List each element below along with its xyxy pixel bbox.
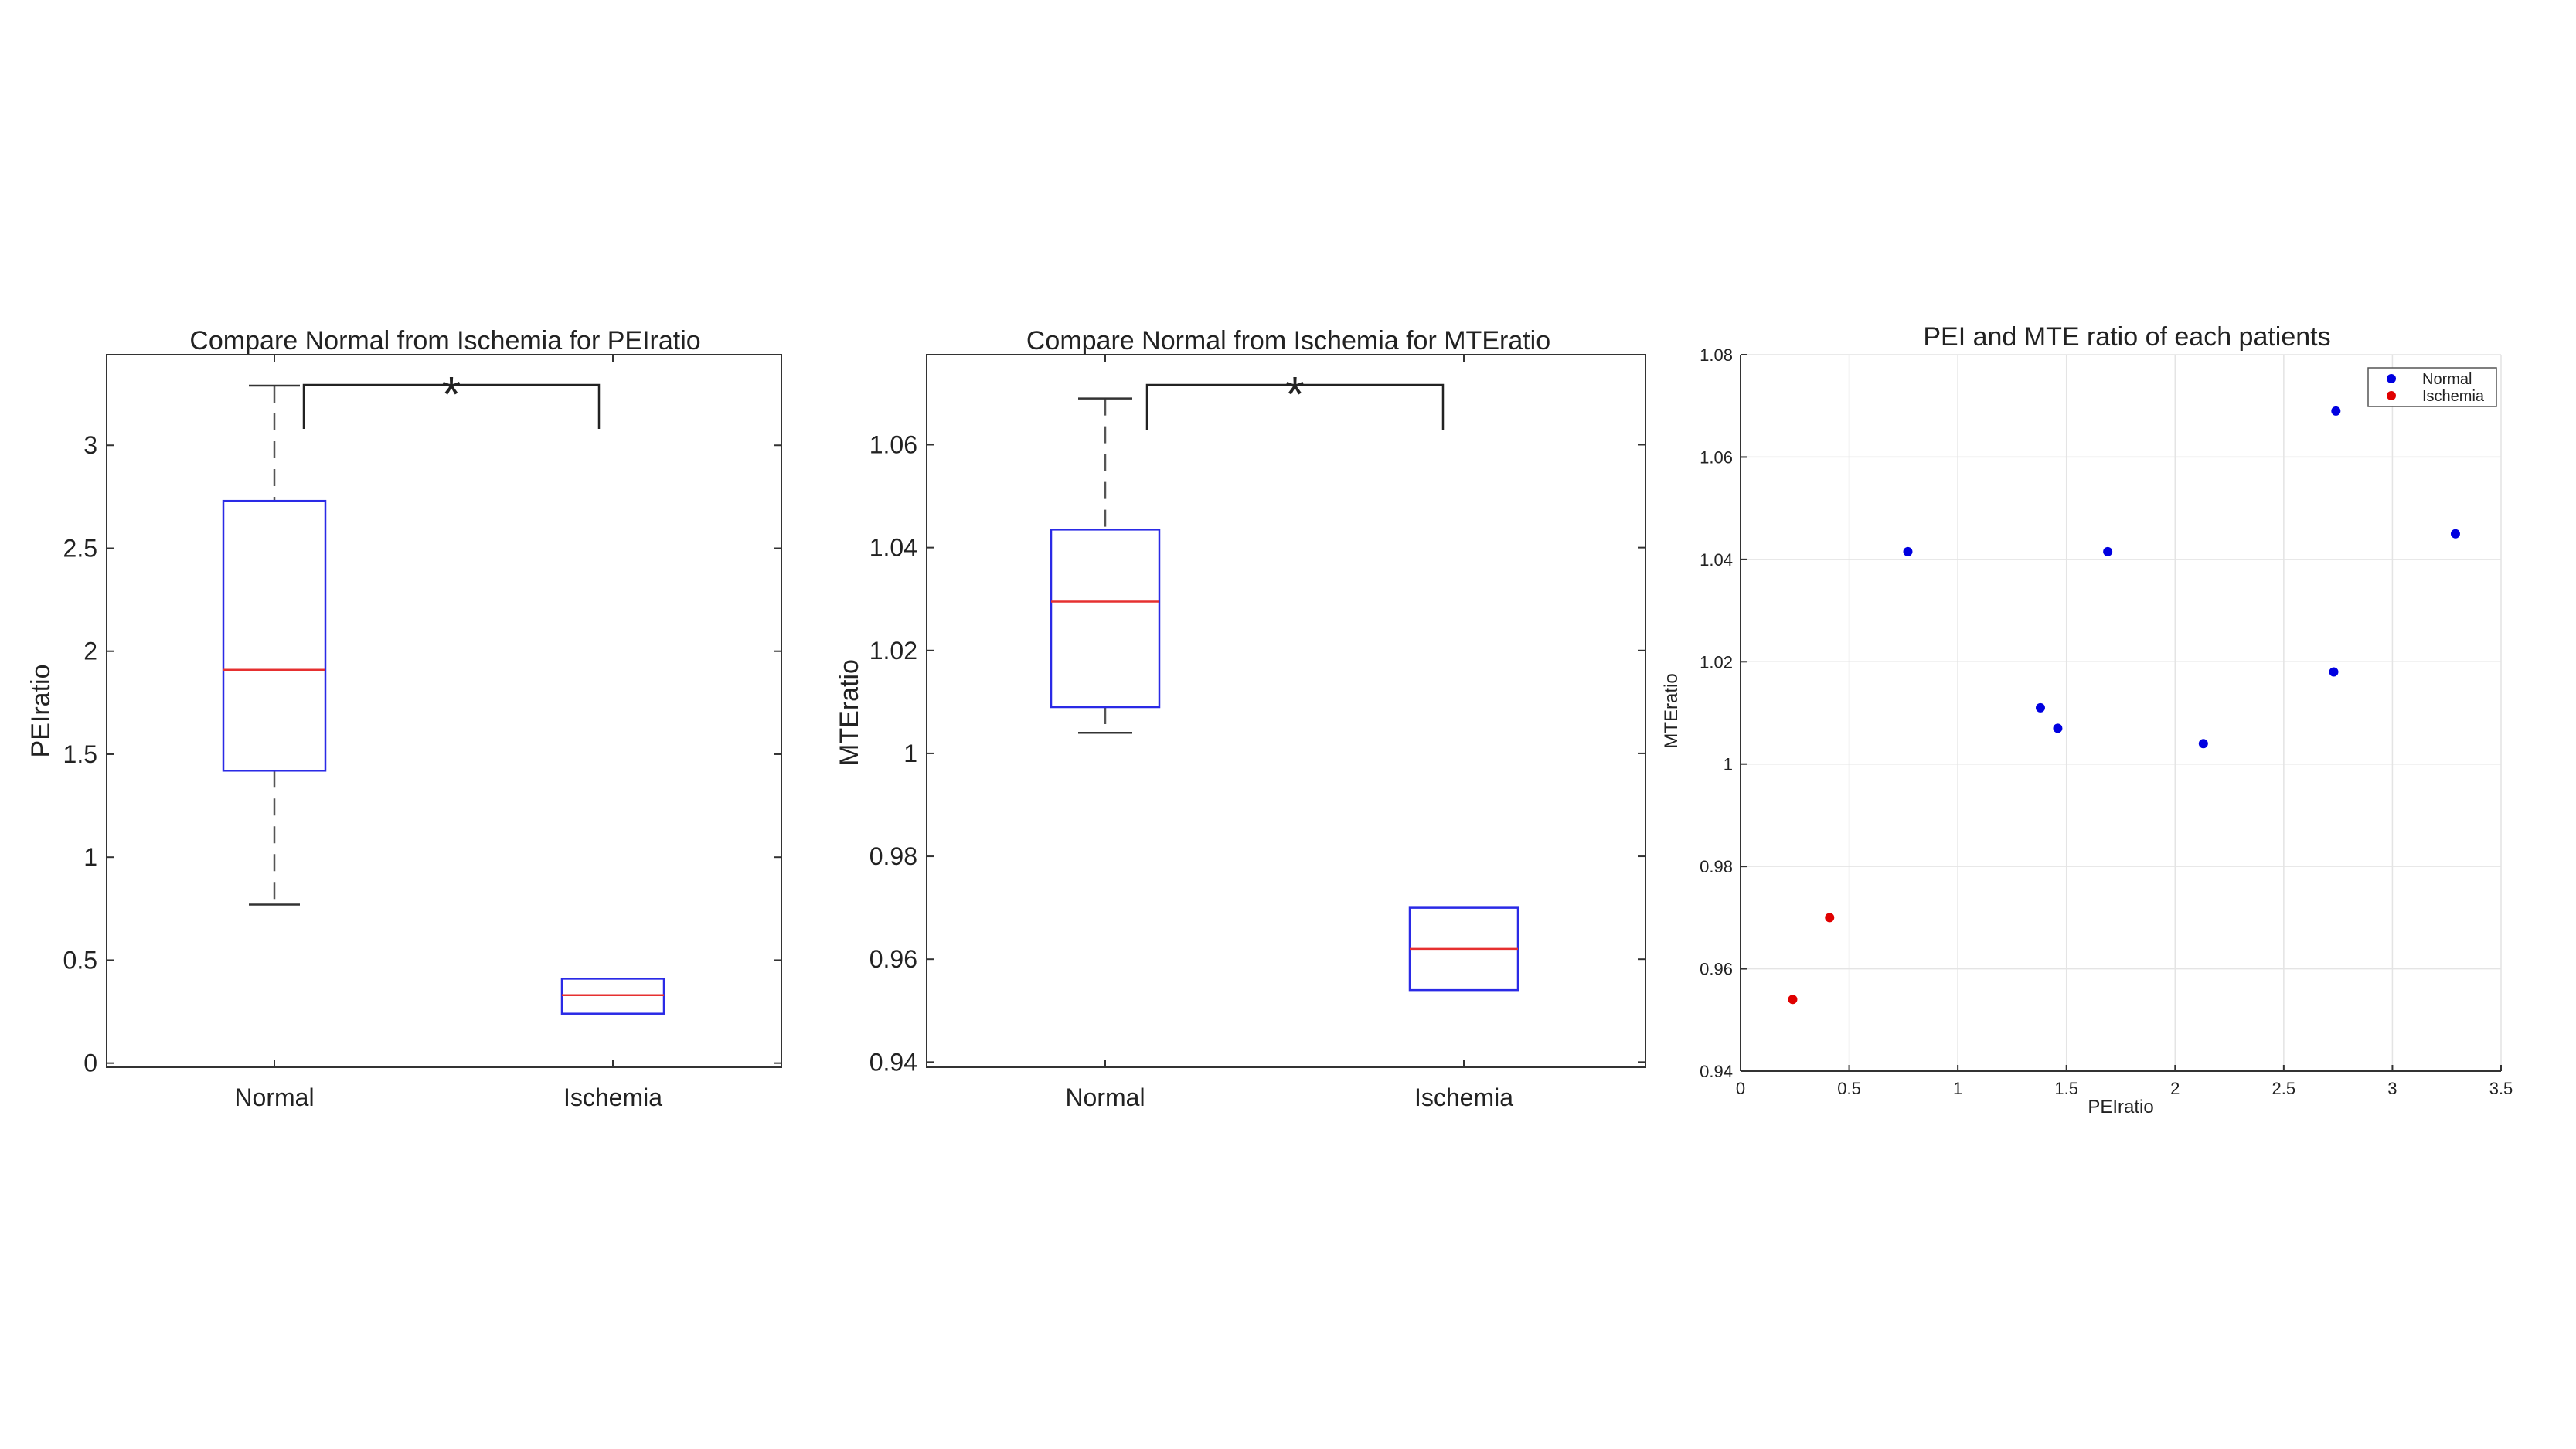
y-tick-label: 0.96 <box>869 945 917 973</box>
plot-frame <box>926 354 1646 1068</box>
y-tick-label: 3 <box>83 431 97 459</box>
significance-star: * <box>442 366 461 422</box>
y-tick-label: 0.98 <box>1700 857 1733 876</box>
y-tick-label: 0 <box>83 1049 97 1077</box>
y-tick-label: 1.04 <box>1700 550 1733 570</box>
y-axis-label: MTEratio <box>835 659 864 766</box>
data-point-ischemia <box>1788 995 1798 1005</box>
category-label: Ischemia <box>1414 1083 1513 1111</box>
x-tick-label: 0 <box>1736 1079 1745 1098</box>
y-axis-label: PEIratio <box>26 665 56 758</box>
category-label: Ischemia <box>563 1083 662 1111</box>
x-tick-label: 3.5 <box>2489 1079 2513 1098</box>
y-tick-label: 1 <box>83 843 97 871</box>
significance-bracket <box>302 383 601 429</box>
y-tick-label: 0.5 <box>63 946 97 974</box>
y-tick-label: 0.94 <box>1700 1062 1733 1081</box>
x-axis-label: PEIratio <box>2088 1097 2153 1117</box>
box-normal <box>222 499 327 772</box>
x-tick-label: 1 <box>1953 1079 1962 1098</box>
box-ischemia <box>560 978 665 1015</box>
x-tick-label: 2 <box>2170 1079 2180 1098</box>
plot-frame <box>106 354 782 1068</box>
y-tick-label: 1.06 <box>869 430 917 458</box>
legend-marker <box>2387 374 2396 383</box>
x-tick-label: 0.5 <box>1837 1079 1861 1098</box>
legend-label: Normal <box>2422 371 2472 388</box>
data-point-normal <box>2329 667 2339 677</box>
plot-marks: 0.94 0.96 0.98 1 1.02 1.04 1.06 Normal Ischemia * <box>869 354 1646 1111</box>
data-point-normal <box>2331 406 2341 416</box>
data-point-normal <box>2103 546 2113 556</box>
y-tick-label: 1.02 <box>869 637 917 665</box>
x-tick-label: 2.5 <box>2272 1079 2296 1098</box>
data-point-ischemia <box>1825 913 1835 923</box>
y-tick-label: 2 <box>83 638 97 665</box>
box-chart-peiratio: Compare Normal from Ischemia for PEIrati… <box>26 326 782 1111</box>
y-tick-label: 1.06 <box>1700 447 1733 467</box>
category-label: Normal <box>234 1083 314 1111</box>
y-axis-label: MTEratio <box>1661 673 1682 748</box>
box-normal <box>1050 529 1161 709</box>
plot-marks: 0 0.5 1 1.5 2 2.5 3 Normal Ischemia * <box>63 354 782 1111</box>
chart-title: Compare Normal from Ischemia for PEIrati… <box>189 326 700 355</box>
y-tick-label: 2.5 <box>63 534 97 562</box>
scatter-chart: PEI and MTE ratio of each patients PEIra… <box>1661 322 2513 1117</box>
chart-title: Compare Normal from Ischemia for MTErati… <box>1026 326 1550 355</box>
data-point-normal <box>2035 702 2045 713</box>
significance-star: * <box>1285 366 1305 422</box>
category-label: Normal <box>1065 1083 1145 1111</box>
y-tick-label: 1 <box>1724 755 1733 774</box>
legend-label: Ischemia <box>2422 388 2485 405</box>
y-tick-label: 0.96 <box>1700 960 1733 979</box>
y-tick-label: 1.08 <box>1700 345 1733 365</box>
y-tick-label: 1.04 <box>869 534 917 562</box>
y-tick-label: 1.02 <box>1700 652 1733 672</box>
data-point-normal <box>1903 546 1913 556</box>
data-point-normal <box>2198 739 2208 749</box>
y-tick-label: 1 <box>903 740 917 767</box>
chart-title: PEI and MTE ratio of each patients <box>1923 322 2330 352</box>
y-tick-label: 0.94 <box>869 1048 917 1076</box>
data-point-normal <box>2450 529 2460 539</box>
data-point-normal <box>2053 723 2063 733</box>
legend-marker <box>2387 391 2396 400</box>
x-tick-label: 1.5 <box>2054 1079 2078 1098</box>
y-tick-label: 0.98 <box>869 842 917 870</box>
x-tick-label: 3 <box>2387 1079 2397 1098</box>
plot-marks: 0 0.5 1 1.5 2 2.5 3 3.5 0.94 0.96 0.98 1 1.02 1.04 1.0… <box>1700 345 2513 1098</box>
box-chart-mteratio: Compare Normal from Ischemia for MTErati… <box>835 326 1646 1111</box>
legend-box <box>2367 367 2497 407</box>
y-tick-label: 1.5 <box>63 740 97 768</box>
significance-bracket <box>1145 383 1445 430</box>
